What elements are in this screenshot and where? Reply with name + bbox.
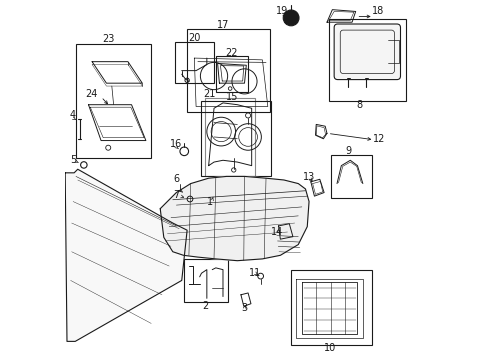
Text: 1: 1 — [207, 197, 213, 207]
Text: 20: 20 — [188, 33, 200, 43]
Bar — [183, 259, 228, 302]
Text: 18: 18 — [371, 6, 383, 17]
FancyBboxPatch shape — [333, 24, 400, 80]
Text: 10: 10 — [324, 343, 336, 353]
Bar — [187, 30, 269, 112]
Bar — [76, 44, 151, 158]
Polygon shape — [65, 169, 187, 341]
Text: 3: 3 — [241, 303, 247, 314]
Text: 19: 19 — [275, 6, 288, 16]
Bar — [204, 98, 255, 176]
Text: 11: 11 — [248, 267, 261, 278]
Text: 6: 6 — [173, 174, 179, 184]
Text: 17: 17 — [216, 20, 229, 30]
Bar — [328, 19, 405, 101]
Text: 8: 8 — [355, 100, 362, 110]
Bar — [201, 101, 271, 176]
Text: 24: 24 — [84, 89, 97, 99]
Text: 15: 15 — [225, 92, 238, 102]
Circle shape — [283, 10, 298, 26]
Text: 9: 9 — [345, 146, 351, 156]
Text: 4: 4 — [70, 111, 76, 121]
Text: 21: 21 — [203, 89, 216, 99]
Text: 5: 5 — [70, 155, 76, 165]
Text: 14: 14 — [270, 227, 283, 237]
Text: 7: 7 — [173, 190, 179, 200]
Bar — [330, 155, 371, 198]
Text: 16: 16 — [170, 139, 182, 149]
Text: 12: 12 — [372, 134, 385, 144]
Text: 2: 2 — [202, 301, 208, 311]
Bar — [174, 42, 214, 83]
Bar — [290, 270, 371, 345]
Text: 23: 23 — [102, 35, 114, 44]
Bar — [215, 56, 247, 92]
Text: 22: 22 — [225, 48, 238, 58]
Polygon shape — [160, 176, 308, 261]
Text: 13: 13 — [302, 172, 315, 182]
